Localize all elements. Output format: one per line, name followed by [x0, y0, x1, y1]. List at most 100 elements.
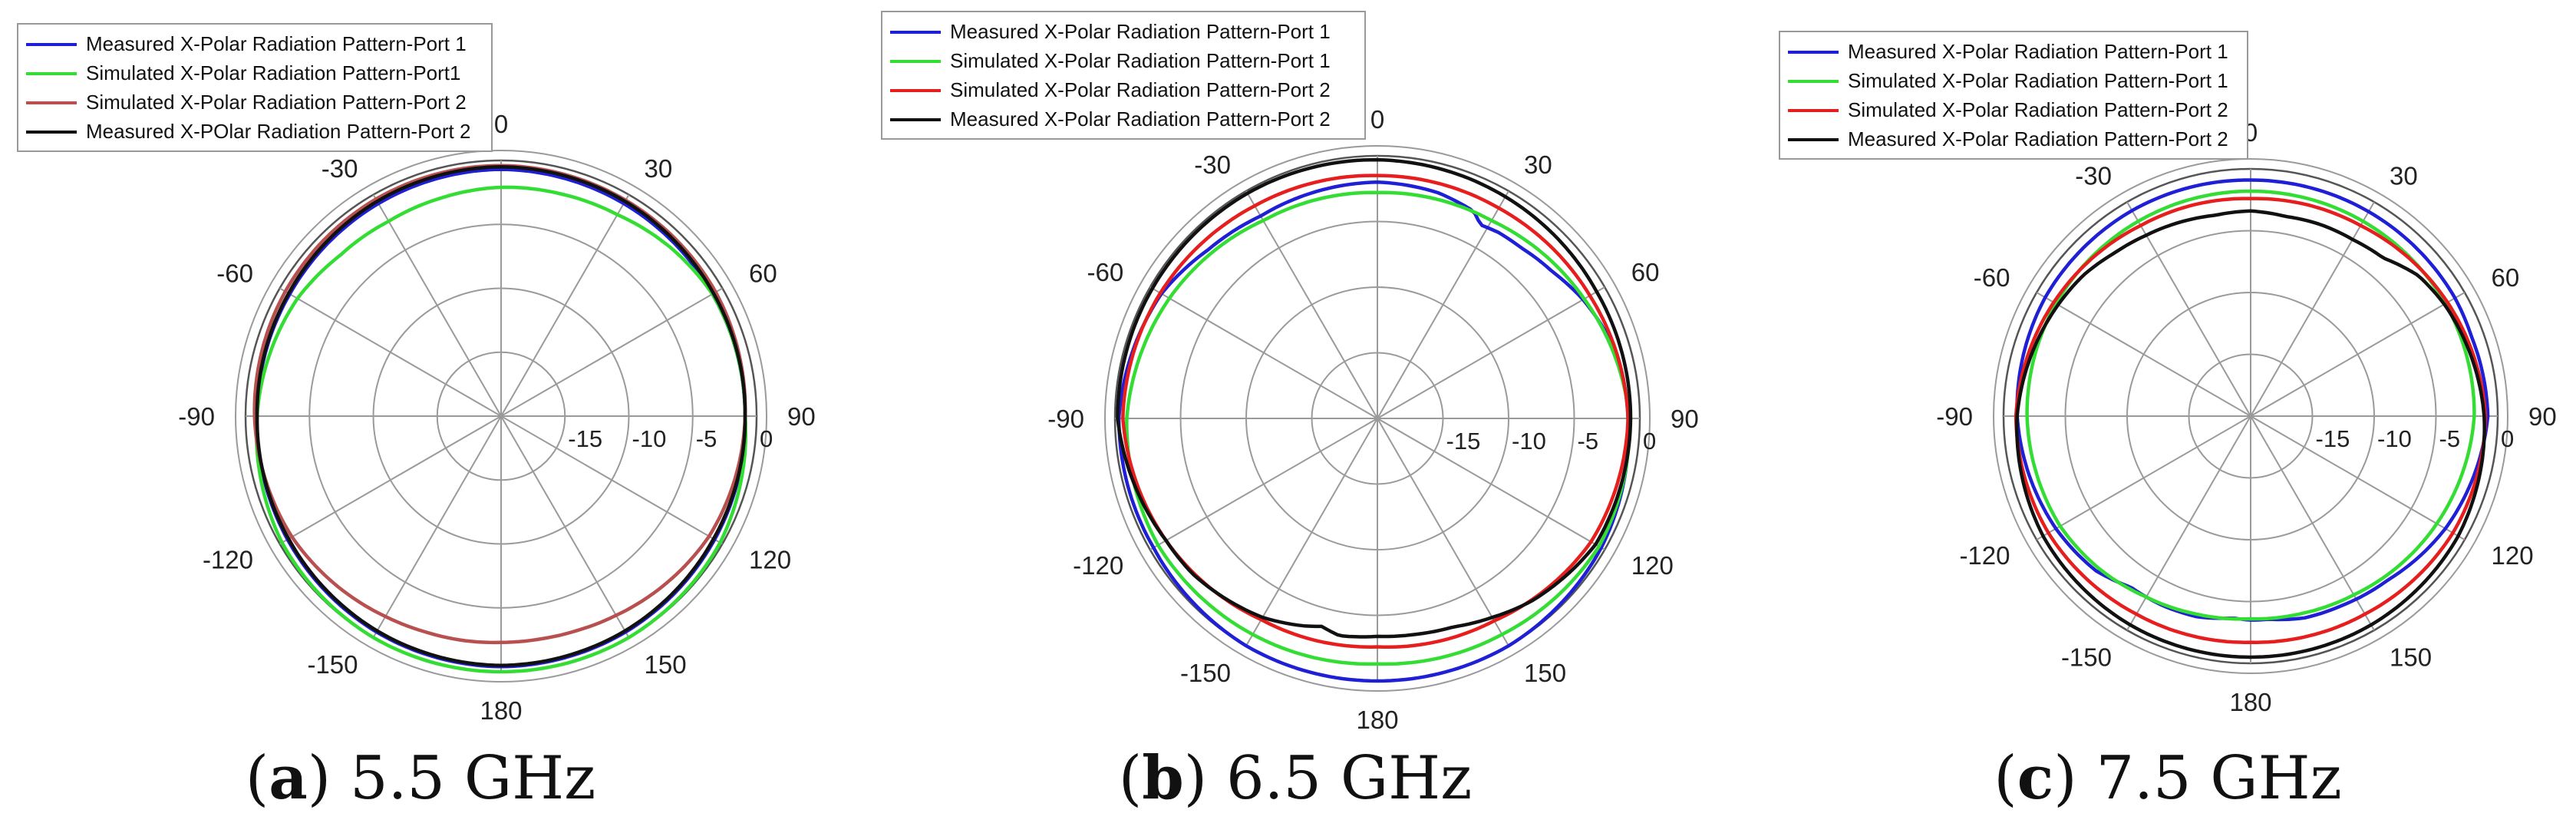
series-line-3 — [2014, 197, 2488, 644]
angle-tick-label: 60 — [1631, 258, 1660, 286]
legend-entry: Measured X-Polar Radiation Pattern-Port … — [1788, 37, 2239, 66]
angle-tick-label: 180 — [2229, 688, 2271, 716]
outer-ring-2 — [1104, 145, 1651, 692]
radial-tick-label: -5 — [1578, 428, 1599, 455]
angle-tick-label: -30 — [2075, 162, 2112, 190]
series-line-2 — [1125, 190, 1631, 666]
grid-spoke — [372, 194, 630, 638]
legend-entry: Simulated X-Polar Radiation Pattern-Port… — [26, 88, 483, 117]
legend-swatch — [26, 72, 77, 75]
legend-swatch — [1788, 138, 1839, 141]
angle-tick-label: 120 — [2492, 541, 2534, 570]
legend-label: Simulated X-Polar Radiation Pattern-Port… — [86, 61, 461, 84]
angle-tick-label: 180 — [480, 696, 522, 725]
caption-c: (c) 7.5 GHz — [1994, 743, 2342, 813]
caption-letter: c — [2017, 743, 2054, 813]
angle-tick-label: 150 — [645, 650, 687, 679]
outer-ring-2 — [1993, 158, 2508, 674]
angle-tick-label: 30 — [645, 154, 673, 183]
angle-tick-label: 150 — [2390, 643, 2432, 672]
legend-entry: Measured X-Polar Radiation Pattern-Port … — [890, 17, 1357, 46]
angle-tick-label: 120 — [1631, 551, 1674, 580]
radial-tick-label: -15 — [1446, 428, 1481, 455]
radial-tick-label: -5 — [696, 425, 717, 452]
angle-tick-label: -150 — [2061, 643, 2112, 672]
angle-tick-label: -90 — [178, 402, 215, 431]
angle-tick-label: -60 — [1974, 263, 2010, 292]
outer-ring-2 — [235, 150, 767, 683]
radial-tick-label: -5 — [2439, 425, 2461, 452]
caption-letter: a — [269, 743, 308, 813]
legend-swatch — [26, 101, 77, 104]
legend-label: Simulated X-Polar Radiation Pattern-Port… — [950, 78, 1331, 101]
legend-swatch — [1788, 80, 1839, 83]
angle-tick-label: 60 — [2492, 263, 2520, 292]
legend-swatch — [26, 131, 77, 134]
legend-label: Measured X-Polar Radiation Pattern-Port … — [86, 32, 467, 55]
radial-tick-label: -15 — [2316, 425, 2350, 452]
legend-label: Measured X-Polar Radiation Pattern-Port … — [1848, 127, 2228, 150]
angle-tick-label: -60 — [216, 259, 253, 288]
caption-letter: b — [1142, 743, 1184, 813]
angle-tick-label: 90 — [1671, 405, 1699, 433]
angle-tick-label: 60 — [749, 259, 777, 288]
series-line-4 — [1116, 157, 1633, 639]
legend: Measured X-Polar Radiation Pattern-Port … — [1779, 31, 2248, 160]
legend-swatch — [890, 60, 941, 63]
legend-entry: Measured X-Polar Radiation Pattern-Port … — [1788, 124, 2239, 154]
caption-text: 6.5 GHz — [1225, 744, 1473, 813]
legend-label: Simulated X-Polar Radiation Pattern-Port… — [1848, 98, 2228, 121]
radial-tick-label: 0 — [1643, 428, 1656, 455]
legend-swatch — [26, 43, 77, 46]
angle-tick-label: 90 — [787, 402, 816, 431]
series-line-3 — [1121, 174, 1630, 650]
angle-tick-label: -120 — [1073, 551, 1123, 580]
legend-label: Simulated X-Polar Radiation Pattern-Port… — [86, 91, 467, 114]
angle-tick-label: 0 — [494, 110, 508, 138]
angle-tick-label: 90 — [2528, 402, 2557, 431]
angle-tick-label: -90 — [1936, 402, 1973, 431]
legend-entry: Simulated X-Polar Radiation Pattern-Port… — [1788, 95, 2239, 124]
series-line-1 — [2015, 178, 2490, 622]
legend-entry: Simulated X-Polar Radiation Pattern-Port… — [890, 46, 1357, 75]
angle-tick-label: 180 — [1356, 706, 1398, 734]
caption-a: (a) 5.5 GHz — [245, 743, 596, 813]
legend-entry: Measured X-Polar Radiation Pattern-Port … — [890, 104, 1357, 134]
caption-b: (b) 6.5 GHz — [1118, 743, 1473, 813]
angle-tick-label: 150 — [1524, 659, 1566, 687]
angle-tick-label: -30 — [1194, 150, 1231, 179]
radial-tick-label: -10 — [2377, 425, 2412, 452]
legend-entry: Simulated X-Polar Radiation Pattern-Port… — [890, 75, 1357, 104]
radial-tick-label: 0 — [760, 425, 773, 452]
grid-spoke — [2126, 201, 2375, 631]
legend-label: Measured X-POlar Radiation Pattern-Port … — [86, 120, 471, 143]
angle-tick-label: -120 — [1959, 541, 2010, 570]
angle-tick-label: -60 — [1087, 258, 1123, 286]
angle-tick-label: 0 — [1370, 105, 1384, 134]
series-line-3 — [252, 164, 747, 645]
legend-label: Measured X-Polar Radiation Pattern-Port … — [950, 107, 1331, 131]
legend-label: Measured X-Polar Radiation Pattern-Port … — [1848, 40, 2228, 63]
angle-tick-label: -150 — [1180, 659, 1231, 687]
angle-tick-label: 30 — [2390, 162, 2418, 190]
radial-tick-label: 0 — [2501, 425, 2514, 452]
legend: Measured X-Polar Radiation Pattern-Port … — [17, 23, 493, 152]
angle-tick-label: 30 — [1524, 150, 1552, 179]
radial-tick-label: -10 — [632, 425, 667, 452]
legend-label: Measured X-Polar Radiation Pattern-Port … — [950, 20, 1331, 43]
legend-label: Simulated X-Polar Radiation Pattern-Port… — [950, 49, 1331, 72]
angle-tick-label: -30 — [322, 154, 358, 183]
series-line-4 — [2015, 209, 2486, 659]
legend-label: Simulated X-Polar Radiation Pattern-Port… — [1848, 69, 2228, 92]
legend-swatch — [890, 31, 941, 34]
legend-swatch — [1788, 109, 1839, 112]
legend-entry: Simulated X-Polar Radiation Pattern-Port… — [26, 58, 483, 88]
series-line-4 — [255, 165, 747, 667]
legend-entry: Measured X-Polar Radiation Pattern-Port … — [26, 29, 483, 58]
angle-tick-label: 120 — [749, 546, 791, 574]
legend-swatch — [1788, 51, 1839, 54]
